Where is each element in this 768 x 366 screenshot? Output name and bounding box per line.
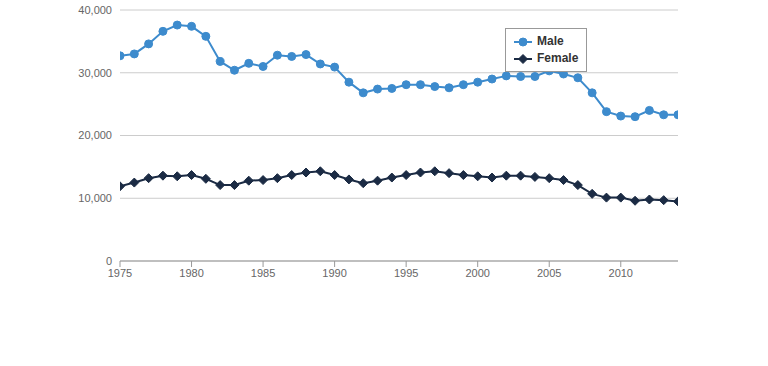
svg-text:1990: 1990 [322, 267, 346, 279]
svg-text:1995: 1995 [394, 267, 418, 279]
html-text:Male: Male [537, 34, 564, 48]
svg-text:0: 0 [106, 255, 112, 267]
svg-text:40,000: 40,000 [78, 4, 112, 16]
svg-text:2000: 2000 [465, 267, 489, 279]
svg-text:2010: 2010 [609, 267, 633, 279]
svg-text:2005: 2005 [537, 267, 561, 279]
svg-text:20,000: 20,000 [78, 129, 112, 141]
svg-text:30,000: 30,000 [78, 67, 112, 79]
svg-text:10,000: 10,000 [78, 192, 112, 204]
html-text:Female: Female [537, 51, 579, 65]
svg-text:1975: 1975 [108, 267, 132, 279]
svg-text:1980: 1980 [179, 267, 203, 279]
svg-text:1985: 1985 [251, 267, 275, 279]
